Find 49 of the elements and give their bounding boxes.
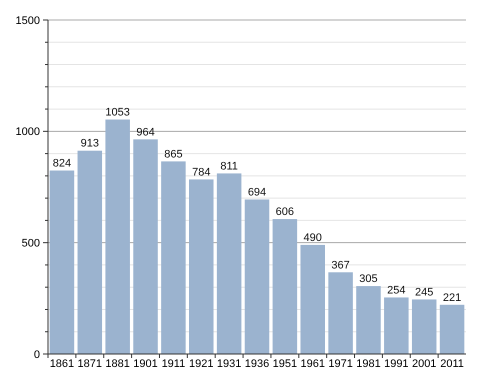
- x-tick-label: 1951: [272, 358, 298, 370]
- data-label: 367: [331, 259, 350, 272]
- bar: [105, 120, 130, 354]
- bar: [161, 161, 186, 354]
- data-label: 913: [80, 138, 99, 150]
- y-tick-label: 1500: [16, 14, 40, 27]
- bar: [328, 272, 353, 354]
- data-label: 490: [304, 232, 322, 244]
- y-tick-label: 0: [34, 348, 40, 361]
- x-tick-label: 2011: [440, 358, 464, 370]
- bar: [244, 199, 270, 354]
- y-tick-label: 500: [22, 238, 40, 250]
- bar: [384, 297, 409, 354]
- bar: [440, 304, 464, 354]
- x-tick-label: 1971: [328, 358, 353, 370]
- data-label: 1053: [105, 106, 130, 119]
- x-tick-label: 1901: [133, 358, 158, 370]
- bar: [216, 173, 242, 354]
- x-tick-label: 1921: [189, 358, 214, 370]
- bar: [300, 244, 325, 354]
- bar: [133, 139, 158, 354]
- x-tick-label: 1961: [300, 358, 325, 370]
- data-label: 824: [52, 158, 72, 170]
- x-tick-label: 1881: [105, 358, 130, 370]
- bar: [189, 179, 214, 354]
- x-tick-label: 1991: [384, 358, 409, 370]
- x-tick-label: 1911: [162, 358, 186, 370]
- data-label: 606: [276, 206, 294, 218]
- x-tick-label: 1936: [244, 358, 270, 370]
- x-tick-label: 1981: [356, 358, 381, 370]
- data-label: 865: [164, 148, 183, 160]
- y-tick-label: 1000: [16, 126, 40, 138]
- data-label: 221: [442, 292, 462, 304]
- data-label: 811: [220, 160, 238, 172]
- bar: [412, 299, 436, 354]
- x-tick-label: 1861: [50, 358, 74, 370]
- data-label: 694: [248, 186, 266, 198]
- data-label: 245: [415, 286, 434, 298]
- bar: [50, 170, 74, 354]
- data-label: 305: [359, 273, 378, 286]
- bar: [356, 286, 381, 354]
- bar: [78, 150, 102, 354]
- x-tick-label: 2001: [412, 358, 436, 370]
- data-label: 254: [387, 284, 406, 296]
- x-tick-label: 1871: [78, 358, 102, 370]
- x-tick-label: 1931: [216, 358, 242, 370]
- bar: [272, 219, 298, 354]
- data-label: 964: [136, 126, 155, 138]
- data-label: 784: [192, 166, 210, 178]
